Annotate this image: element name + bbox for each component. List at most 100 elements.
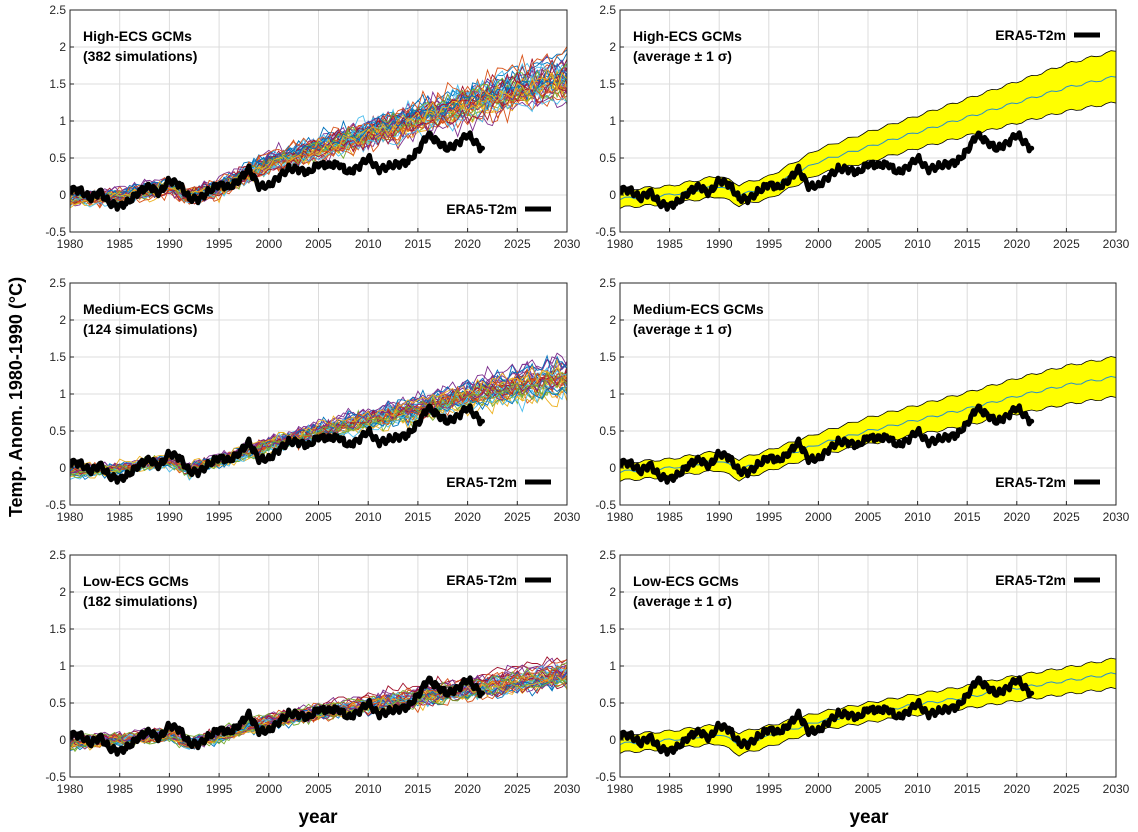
y-tick-label: 1.5 xyxy=(49,622,66,636)
y-tick-label: 2 xyxy=(59,313,66,327)
x-tick-label: 2015 xyxy=(405,510,432,524)
y-tick-label: 1 xyxy=(59,387,66,401)
era5-line xyxy=(70,130,485,212)
x-tick-label: 2030 xyxy=(554,782,581,796)
x-tick-label: 2025 xyxy=(504,510,531,524)
y-tick-label: 0.5 xyxy=(599,151,616,165)
y-tick-label: 0.5 xyxy=(49,696,66,710)
era5-line xyxy=(620,130,1035,212)
y-tick-label: 2.5 xyxy=(599,548,616,562)
panel-title-line1: Low-ECS GCMs xyxy=(633,573,739,589)
x-axis-label-right: year xyxy=(849,807,889,828)
x-tick-label: 2030 xyxy=(554,510,581,524)
y-tick-label: 0 xyxy=(609,461,616,475)
x-tick-label: 1980 xyxy=(607,782,634,796)
x-tick-label: 1990 xyxy=(706,782,733,796)
x-tick-label: 2000 xyxy=(255,510,282,524)
x-tick-label: 2010 xyxy=(904,782,931,796)
x-tick-label: 1995 xyxy=(755,510,782,524)
plot-content xyxy=(70,656,567,757)
y-tick-label: 0.5 xyxy=(49,424,66,438)
sigma-band xyxy=(620,50,1116,209)
panel-title-line2: (124 simulations) xyxy=(83,321,197,337)
band-upper-edge xyxy=(620,50,1116,192)
y-tick-label: 2 xyxy=(59,585,66,599)
y-tick-label: 1.5 xyxy=(49,350,66,364)
x-tick-label: 2005 xyxy=(855,510,882,524)
x-tick-label: 2020 xyxy=(1003,237,1030,251)
y-axis-label: Temp. Anom. 1980-1990 (°C) xyxy=(6,277,26,517)
panel-medium-band: 1980 1985 1990 1995 2000 2005 2010 2015 2020 2025… xyxy=(595,276,1129,524)
x-tick-label: 2020 xyxy=(454,510,481,524)
legend-label: ERA5-T2m xyxy=(446,201,517,217)
x-tick-label: 1990 xyxy=(706,237,733,251)
panel-title-line1: Low-ECS GCMs xyxy=(83,573,189,589)
sigma-band xyxy=(620,356,1116,482)
y-tick-label: -0.5 xyxy=(45,225,66,239)
panel-title-line1: High-ECS GCMs xyxy=(83,28,192,44)
x-tick-label: 1995 xyxy=(755,237,782,251)
x-tick-label: 2000 xyxy=(255,782,282,796)
x-tick-label: 2020 xyxy=(454,782,481,796)
x-tick-label: 2015 xyxy=(954,782,981,796)
y-tick-label: 2.5 xyxy=(599,276,616,290)
y-tick-label: -0.5 xyxy=(45,498,66,512)
x-tick-label: 2025 xyxy=(1053,510,1080,524)
y-tick-label: 2 xyxy=(609,40,616,54)
plot-content xyxy=(620,657,1116,757)
y-tick-label: 1 xyxy=(609,387,616,401)
band-upper-edge xyxy=(620,356,1116,465)
x-tick-label: 1985 xyxy=(106,510,133,524)
era5-line xyxy=(70,675,485,757)
panel-title-line2: (average ± 1 σ) xyxy=(633,321,732,337)
x-tick-label: 1985 xyxy=(106,782,133,796)
y-tick-label: -0.5 xyxy=(595,225,616,239)
x-tick-label: 1995 xyxy=(206,237,233,251)
y-tick-label: -0.5 xyxy=(595,770,616,784)
x-tick-label: 2000 xyxy=(255,237,282,251)
y-tick-label: 0.5 xyxy=(599,424,616,438)
x-tick-label: 1995 xyxy=(755,782,782,796)
panel-title-line2: (average ± 1 σ) xyxy=(633,48,732,64)
x-tick-label: 2005 xyxy=(855,237,882,251)
y-tick-label: 2 xyxy=(609,313,616,327)
x-tick-label: 2010 xyxy=(355,237,382,251)
x-tick-label: 1985 xyxy=(656,782,683,796)
legend-label: ERA5-T2m xyxy=(446,572,517,588)
legend-label: ERA5-T2m xyxy=(995,474,1066,490)
panel-high-band: 1980 1985 1990 1995 2000 2005 2010 2015 2020 2025… xyxy=(595,3,1129,251)
x-tick-label: 2025 xyxy=(1053,237,1080,251)
panel-title-line2: (average ± 1 σ) xyxy=(633,593,732,609)
y-tick-label: 0.5 xyxy=(599,696,616,710)
x-tick-label: 2020 xyxy=(1003,782,1030,796)
y-tick-label: -0.5 xyxy=(45,770,66,784)
y-tick-label: 2.5 xyxy=(599,3,616,17)
y-tick-label: 0 xyxy=(609,188,616,202)
y-tick-label: 1 xyxy=(59,659,66,673)
x-tick-label: 2015 xyxy=(405,237,432,251)
x-tick-label: 2030 xyxy=(1103,237,1130,251)
x-tick-label: 1990 xyxy=(156,782,183,796)
x-tick-label: 2015 xyxy=(954,237,981,251)
panel-high-ensemble: 1980 1985 1990 1995 2000 2005 2010 2015 2020 2025… xyxy=(45,3,580,251)
x-tick-label: 2010 xyxy=(355,782,382,796)
panel-low-band: 1980 1985 1990 1995 2000 2005 2010 2015 2020 2025… xyxy=(595,548,1129,796)
x-tick-label: 2005 xyxy=(305,237,332,251)
x-tick-label: 1985 xyxy=(656,510,683,524)
x-tick-label: 1980 xyxy=(57,510,84,524)
y-tick-label: 1 xyxy=(59,114,66,128)
y-tick-label: 1 xyxy=(609,659,616,673)
legend-label: ERA5-T2m xyxy=(446,474,517,490)
x-tick-label: 1990 xyxy=(156,237,183,251)
x-tick-label: 2000 xyxy=(805,510,832,524)
x-tick-label: 1980 xyxy=(607,237,634,251)
band-lower-edge xyxy=(620,101,1116,209)
panel-title-line2: (182 simulations) xyxy=(83,593,197,609)
panel-title-line1: High-ECS GCMs xyxy=(633,28,742,44)
x-tick-label: 2030 xyxy=(554,237,581,251)
era5-line xyxy=(70,403,485,485)
y-tick-label: 1.5 xyxy=(599,77,616,91)
y-tick-label: 0 xyxy=(59,461,66,475)
x-tick-label: 2010 xyxy=(355,510,382,524)
